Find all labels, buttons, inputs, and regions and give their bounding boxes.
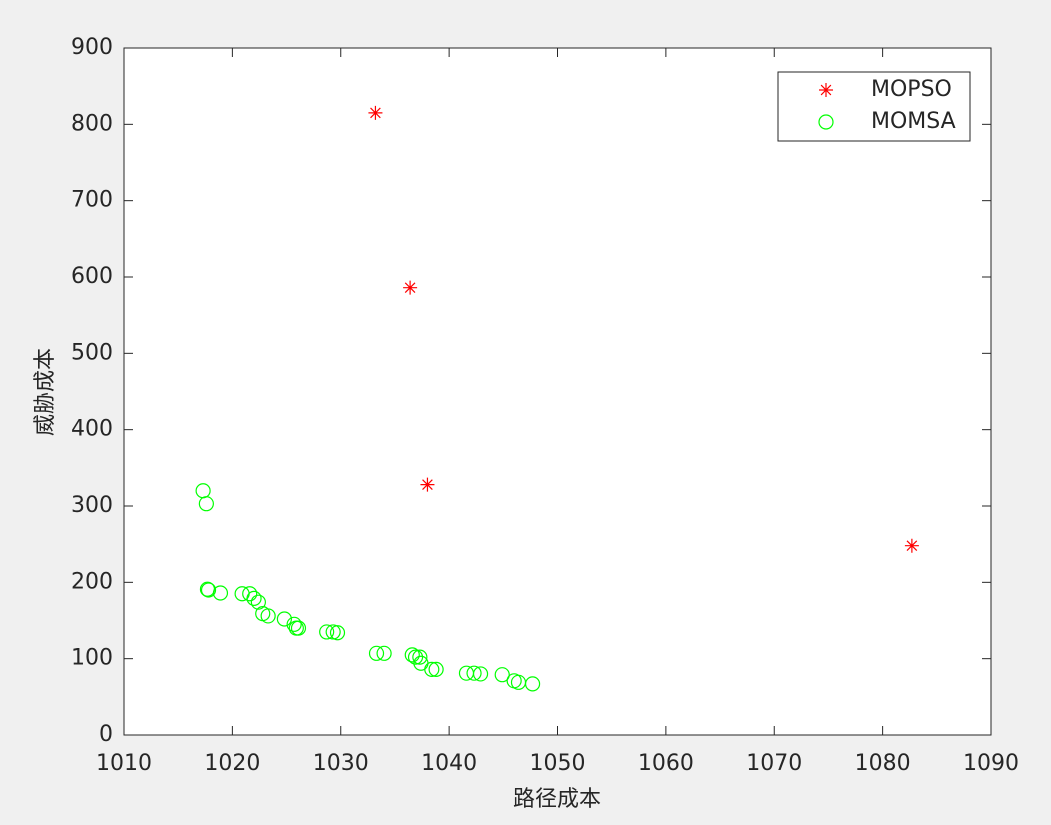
scatter-point	[242, 586, 258, 602]
legend-box	[777, 71, 971, 142]
x-tick-label: 1040	[421, 751, 477, 776]
scatter-point	[329, 625, 346, 641]
y-tick-label: 800	[71, 111, 113, 136]
x-tick-label: 1010	[96, 751, 152, 776]
y-tick-label: 500	[71, 340, 113, 365]
y-tick-label: 300	[71, 493, 113, 518]
y-tick-label: 400	[71, 417, 113, 442]
scatter-point	[212, 585, 229, 601]
scatter-point	[420, 477, 435, 492]
y-tick-label: 100	[71, 646, 113, 671]
scatter-point	[904, 538, 919, 553]
scatter-point	[286, 616, 302, 632]
y-axis-label: 威胁成本	[33, 348, 58, 436]
scatter-point	[424, 661, 440, 677]
scatter-point	[290, 620, 307, 636]
plot-area	[123, 47, 992, 736]
scatter-point	[524, 676, 541, 692]
scatter-point	[376, 645, 392, 661]
scatter-point	[404, 647, 420, 663]
scatter-point	[407, 649, 424, 665]
scatter-point	[412, 649, 428, 665]
x-tick-label: 1060	[638, 751, 694, 776]
scatter-point	[466, 665, 482, 681]
y-tick-label: 0	[99, 722, 113, 747]
x-tick-label: 1080	[855, 751, 911, 776]
y-tick-label: 600	[71, 264, 113, 289]
scatter-point	[198, 496, 214, 512]
scatter-point	[494, 667, 510, 683]
legend-marker	[819, 83, 833, 97]
x-tick-label: 1070	[746, 751, 802, 776]
x-axis-label: 路径成本	[513, 787, 601, 812]
scatter-point	[319, 624, 335, 640]
x-tick-label: 1090	[963, 751, 1019, 776]
legend-label: MOPSO	[871, 77, 952, 102]
scatter-point	[403, 280, 418, 295]
scatter-point	[472, 666, 489, 682]
y-tick-label: 900	[71, 35, 113, 60]
x-tick-label: 1050	[530, 751, 586, 776]
y-tick-label: 700	[71, 188, 113, 213]
scatter-point	[368, 105, 383, 120]
scatter-point	[200, 582, 217, 598]
scatter-point	[368, 645, 385, 661]
x-tick-label: 1020	[204, 751, 260, 776]
scatter-point	[250, 594, 266, 610]
legend-label: MOMSA	[871, 109, 956, 134]
legend-marker	[818, 114, 834, 130]
y-tick-label: 200	[71, 569, 113, 594]
scatter-point	[276, 611, 292, 627]
scatter-point	[260, 608, 276, 624]
scatter-point	[428, 661, 444, 677]
x-tick-label: 1030	[313, 751, 369, 776]
scatter-point	[246, 590, 262, 606]
